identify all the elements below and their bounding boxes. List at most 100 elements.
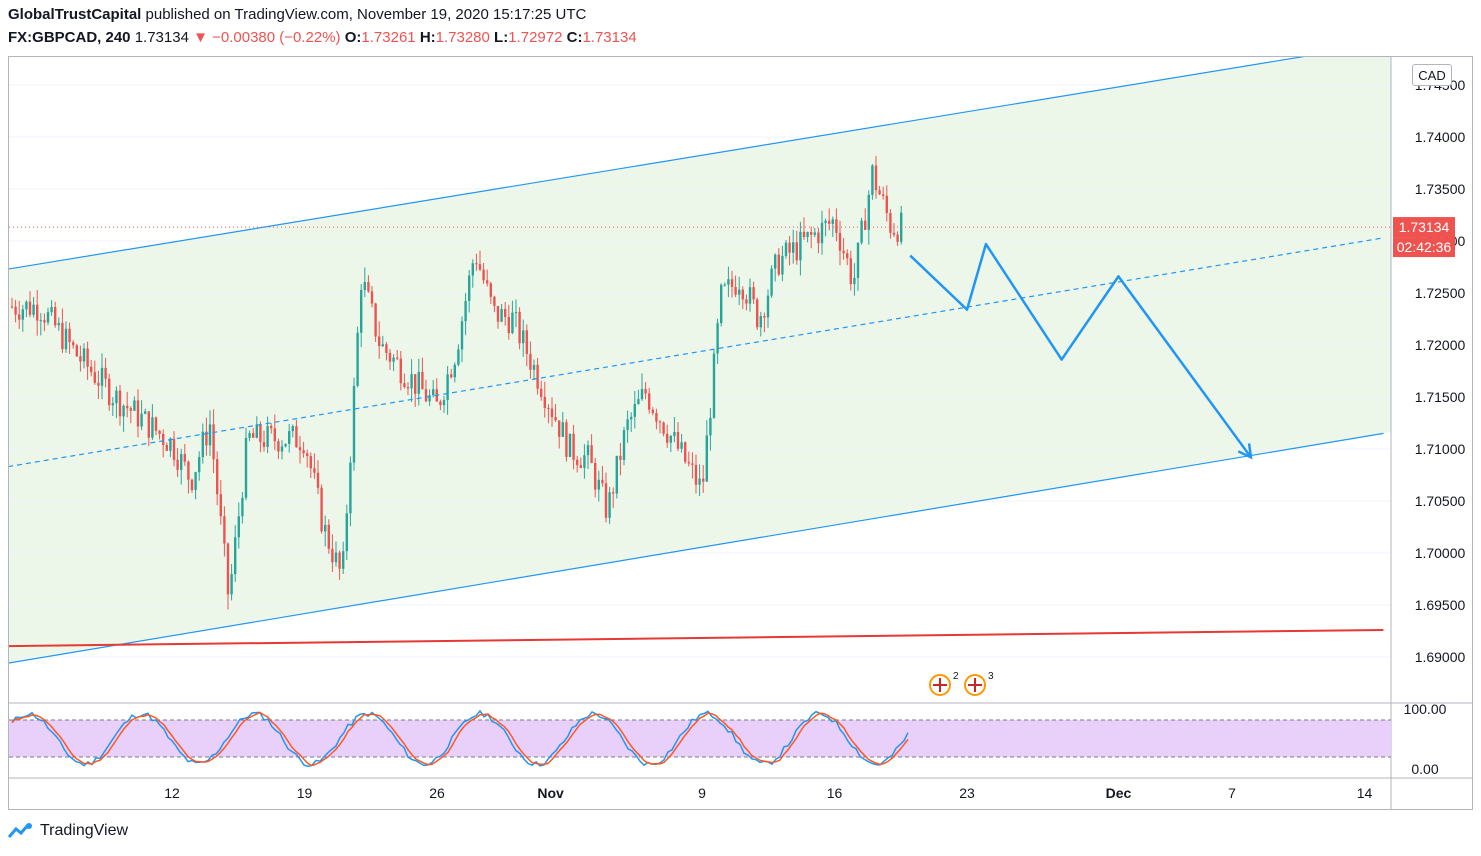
candle-body bbox=[442, 400, 446, 406]
candle-body bbox=[381, 344, 384, 347]
candle-body bbox=[759, 316, 762, 328]
candle-body bbox=[460, 321, 464, 350]
candle-body bbox=[849, 258, 852, 285]
candle-body bbox=[540, 388, 543, 397]
candle-body bbox=[28, 301, 32, 315]
candle-body bbox=[630, 416, 633, 420]
price-tick-label: 1.72500 bbox=[1415, 285, 1466, 301]
candle-body bbox=[712, 353, 716, 418]
candle-body bbox=[169, 438, 172, 451]
candle-body bbox=[673, 431, 676, 436]
candle-body bbox=[799, 231, 802, 261]
candle-body bbox=[446, 374, 449, 401]
open-value: 1.73261 bbox=[361, 29, 416, 46]
currency-label[interactable]: CAD bbox=[1412, 64, 1452, 86]
candle-body bbox=[342, 551, 345, 569]
candle-body bbox=[806, 231, 809, 238]
time-tick-label: Nov bbox=[537, 785, 564, 801]
candle-body bbox=[136, 400, 140, 427]
candle-body bbox=[334, 552, 338, 563]
candle-body bbox=[792, 242, 795, 253]
candle-body bbox=[795, 242, 798, 261]
tradingview-logo[interactable]: TradingView bbox=[8, 822, 128, 840]
symbol-label[interactable]: FX:GBPCAD, 240 bbox=[8, 29, 131, 46]
candle-body bbox=[543, 396, 546, 408]
stoch-tick-label: 0.00 bbox=[1411, 761, 1438, 777]
candle-body bbox=[820, 222, 824, 244]
candle-body bbox=[273, 428, 276, 442]
candle-body bbox=[428, 395, 431, 402]
candle-body bbox=[93, 372, 96, 383]
candle-body bbox=[896, 234, 899, 242]
candle-body bbox=[550, 408, 554, 418]
candle-body bbox=[421, 371, 424, 390]
candle-body bbox=[781, 255, 784, 275]
projection-arrowhead bbox=[1237, 443, 1253, 460]
candle-body bbox=[226, 543, 230, 595]
publisher-name[interactable]: GlobalTrustCapital bbox=[8, 6, 142, 23]
candle-body bbox=[187, 461, 190, 480]
candle-body bbox=[327, 524, 330, 549]
candle-body bbox=[104, 367, 107, 379]
candle-body bbox=[579, 465, 582, 468]
candle-body bbox=[302, 450, 305, 454]
candle-body bbox=[280, 446, 284, 452]
candle-body bbox=[32, 304, 35, 315]
candle-body bbox=[288, 431, 291, 444]
last-price: 1.73134 bbox=[134, 29, 189, 46]
candle-body bbox=[54, 306, 57, 326]
candle-body bbox=[147, 411, 150, 438]
candle-body bbox=[259, 424, 262, 443]
chart-frame bbox=[8, 56, 1473, 810]
candle-body bbox=[702, 478, 705, 482]
candle-body bbox=[734, 286, 737, 295]
candle-body bbox=[684, 442, 687, 462]
candle-body bbox=[612, 492, 615, 494]
price-tick-label: 1.71000 bbox=[1415, 441, 1466, 457]
candle-body bbox=[522, 330, 525, 344]
price-tick-label: 1.72000 bbox=[1415, 337, 1466, 353]
candle-body bbox=[658, 421, 662, 423]
candle-body bbox=[234, 537, 237, 575]
candle-body bbox=[892, 232, 896, 235]
candle-body bbox=[608, 492, 611, 518]
candle-body bbox=[576, 459, 579, 466]
candle-body bbox=[622, 430, 626, 460]
projection-path bbox=[909, 242, 1252, 459]
price-tick-label: 1.69000 bbox=[1415, 649, 1466, 665]
candle-body bbox=[723, 284, 726, 286]
time-tick-label: 19 bbox=[297, 785, 313, 801]
candle-body bbox=[532, 364, 536, 370]
candle-body bbox=[626, 419, 629, 431]
candle-body bbox=[266, 425, 269, 447]
event-marker: 3 bbox=[964, 671, 994, 696]
stochastic-pane bbox=[9, 709, 1391, 768]
candle-body bbox=[392, 357, 395, 362]
candle-body bbox=[230, 574, 233, 595]
candle-body bbox=[514, 311, 518, 313]
candle-body bbox=[856, 242, 860, 278]
candle-body bbox=[410, 374, 413, 389]
price-tick-label: 1.71500 bbox=[1415, 389, 1466, 405]
candle-body bbox=[597, 479, 600, 490]
candle-body bbox=[270, 425, 273, 429]
candle-body bbox=[205, 431, 208, 446]
candle-body bbox=[320, 487, 323, 532]
candle-body bbox=[763, 316, 766, 318]
countdown-tag bbox=[1393, 237, 1455, 258]
candle-body bbox=[471, 263, 474, 276]
candle-body bbox=[172, 438, 176, 460]
candle-body bbox=[367, 282, 370, 292]
candle-body bbox=[586, 445, 590, 456]
candle-body bbox=[396, 357, 399, 359]
channel-upper-line bbox=[9, 57, 1305, 270]
candle-body bbox=[43, 320, 46, 323]
candle-body bbox=[666, 433, 669, 443]
candle-body bbox=[183, 454, 186, 462]
candle-body bbox=[378, 336, 381, 347]
candle-body bbox=[370, 291, 374, 304]
candle-body bbox=[727, 279, 730, 285]
candle-body bbox=[453, 364, 456, 378]
candle-body bbox=[237, 516, 240, 538]
